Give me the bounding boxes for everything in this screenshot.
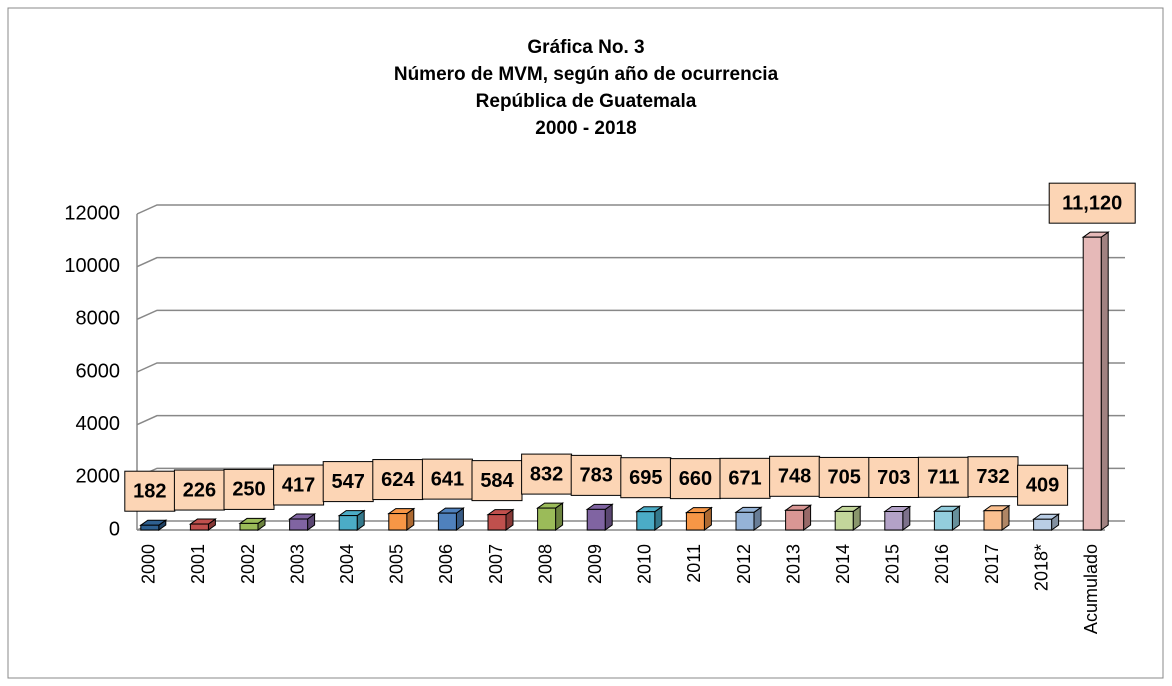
x-tick-label: 2005 <box>387 544 407 584</box>
chart-title: Gráfica No. 3 Número de MVM, según año de… <box>394 37 779 139</box>
x-tick-label: Acumulado <box>1081 544 1101 634</box>
x-tick-label: 2012 <box>734 544 754 584</box>
data-label-box <box>570 454 622 496</box>
bar <box>388 513 408 531</box>
grid-line <box>136 362 1125 373</box>
data-label-box <box>471 460 523 502</box>
chart-frame <box>7 7 1164 679</box>
title-line: Gráfica No. 3 <box>527 37 644 58</box>
data-label-box <box>372 459 424 501</box>
bar <box>1082 236 1102 531</box>
data-label: 11,120 <box>1062 192 1122 214</box>
data-label-box <box>1017 464 1069 506</box>
data-label: 182 <box>133 480 166 502</box>
x-tick-label: 2002 <box>238 544 258 584</box>
data-label: 547 <box>332 471 365 493</box>
x-tick-label: 2009 <box>585 544 605 584</box>
data-label: 624 <box>381 469 415 491</box>
grid-line <box>136 256 1125 268</box>
title-line: República de Guatemala <box>476 91 697 112</box>
bar <box>289 518 309 531</box>
bar <box>884 510 904 531</box>
data-label-box <box>173 469 225 511</box>
x-tick-label: 2013 <box>783 544 803 584</box>
data-label: 671 <box>728 468 761 490</box>
data-label-box <box>719 457 771 499</box>
y-tick-label: 0 <box>109 518 120 540</box>
data-label: 832 <box>530 463 563 485</box>
y-tick-label: 6000 <box>76 360 121 382</box>
data-label-box <box>521 453 573 495</box>
x-tick-label: 2015 <box>883 544 903 584</box>
bar <box>338 515 358 531</box>
bar <box>933 510 953 531</box>
x-tick-label: 2016 <box>932 544 952 584</box>
data-label-box <box>917 456 969 498</box>
bar <box>140 524 160 531</box>
bar <box>437 512 457 531</box>
x-tick-label: 2000 <box>139 544 159 584</box>
bar <box>685 512 705 531</box>
data-label-box <box>223 468 275 510</box>
data-label: 711 <box>927 467 959 489</box>
bar <box>735 511 755 531</box>
data-label-box <box>421 458 473 500</box>
bar <box>1033 518 1053 531</box>
data-label-box <box>273 464 325 506</box>
data-label-box <box>669 458 721 500</box>
x-tick-label: 2008 <box>535 544 555 584</box>
data-label-box <box>818 456 870 498</box>
data-label: 584 <box>480 470 514 492</box>
data-label: 409 <box>1026 475 1059 497</box>
x-tick-label: 2004 <box>337 544 357 584</box>
bar <box>983 510 1003 531</box>
data-label: 703 <box>877 467 910 489</box>
x-tick-label: 2007 <box>486 544 506 584</box>
grid-line <box>136 204 1125 215</box>
data-label-box <box>124 470 176 512</box>
data-label: 732 <box>976 466 1009 488</box>
y-tick-label: 2000 <box>76 466 121 488</box>
y-tick-label: 12000 <box>64 202 120 224</box>
data-label: 660 <box>679 468 712 490</box>
y-tick-label: 4000 <box>76 413 121 435</box>
data-label: 705 <box>828 467 861 489</box>
data-label: 695 <box>629 467 662 489</box>
x-tick-label: 2018* <box>1031 544 1051 591</box>
x-tick-label: 2010 <box>635 544 655 584</box>
data-label-box <box>868 456 920 498</box>
data-label: 226 <box>183 479 216 501</box>
x-tick-label: 2011 <box>684 544 704 583</box>
data-label-box <box>1048 182 1136 224</box>
y-tick-label: 8000 <box>76 308 121 330</box>
grid-line <box>136 414 1125 426</box>
x-tick-label: 2001 <box>188 544 208 584</box>
bar <box>189 523 209 531</box>
x-tick-label: 2003 <box>287 544 307 584</box>
x-tick-label: 2017 <box>982 544 1002 584</box>
grid-line <box>136 309 1125 321</box>
data-label-box <box>967 456 1019 498</box>
x-tick-label: 2006 <box>436 544 456 584</box>
data-label: 783 <box>580 465 613 487</box>
bar <box>239 522 259 531</box>
title-line: 2000 - 2018 <box>535 118 636 139</box>
bar <box>636 511 656 531</box>
data-label: 641 <box>431 468 464 490</box>
bar <box>834 510 854 531</box>
bar <box>586 508 606 531</box>
data-label-box <box>322 461 374 503</box>
bar <box>487 514 507 531</box>
title-line: Número de MVM, según año de ocurrencia <box>394 64 779 85</box>
bar-side <box>1100 231 1109 531</box>
bar <box>785 509 805 531</box>
x-tick-label: 2014 <box>833 544 853 584</box>
data-label: 250 <box>232 479 265 501</box>
bar <box>537 507 557 531</box>
data-label: 748 <box>778 466 811 488</box>
data-label: 417 <box>282 474 315 496</box>
y-tick-label: 10000 <box>64 255 120 277</box>
